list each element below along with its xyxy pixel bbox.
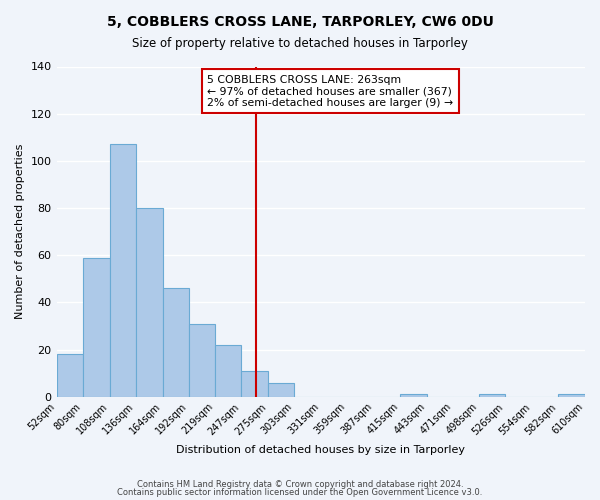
Text: 5 COBBLERS CROSS LANE: 263sqm
← 97% of detached houses are smaller (367)
2% of s: 5 COBBLERS CROSS LANE: 263sqm ← 97% of d… <box>207 75 453 108</box>
Bar <box>479 394 505 397</box>
Text: Contains public sector information licensed under the Open Government Licence v3: Contains public sector information licen… <box>118 488 482 497</box>
Text: Contains HM Land Registry data © Crown copyright and database right 2024.: Contains HM Land Registry data © Crown c… <box>137 480 463 489</box>
Text: Size of property relative to detached houses in Tarporley: Size of property relative to detached ho… <box>132 38 468 51</box>
Bar <box>163 288 189 397</box>
Bar <box>136 208 163 397</box>
Bar <box>559 394 585 397</box>
Y-axis label: Number of detached properties: Number of detached properties <box>15 144 25 320</box>
Bar <box>400 394 427 397</box>
Bar <box>110 144 136 397</box>
Bar <box>189 324 215 397</box>
Bar <box>241 371 268 397</box>
Bar <box>83 258 110 397</box>
Bar <box>268 382 294 397</box>
Text: 5, COBBLERS CROSS LANE, TARPORLEY, CW6 0DU: 5, COBBLERS CROSS LANE, TARPORLEY, CW6 0… <box>107 15 493 29</box>
X-axis label: Distribution of detached houses by size in Tarporley: Distribution of detached houses by size … <box>176 445 465 455</box>
Bar <box>56 354 83 397</box>
Bar <box>215 345 241 397</box>
